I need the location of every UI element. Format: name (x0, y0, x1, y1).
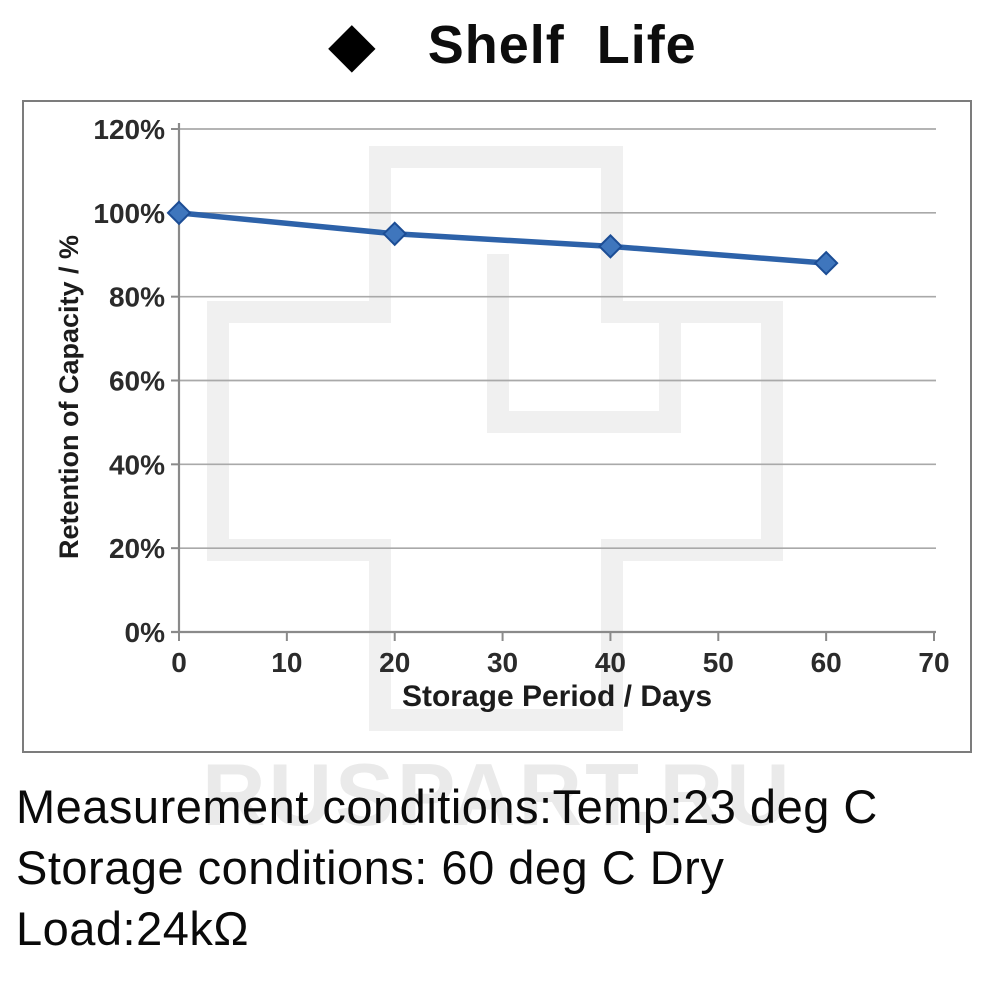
data-point-marker (598, 233, 623, 259)
y-tick-label: 100% (93, 198, 165, 229)
y-tick-label: 60% (109, 366, 165, 397)
measurement-conditions: Measurement conditions:Temp:23 deg C Sto… (16, 776, 878, 959)
watermark-text: RUSPART.RU (202, 745, 793, 844)
x-axis-title: Storage Period / Days (401, 680, 713, 713)
y-tick-label: 0% (125, 617, 166, 648)
x-tick-label: 70 (918, 647, 949, 678)
data-point-marker (813, 250, 839, 276)
y-tick-label: 20% (109, 533, 165, 564)
x-tick-label: 10 (271, 647, 302, 678)
x-tick-label: 0 (171, 647, 187, 678)
condition-line: Measurement conditions:Temp:23 deg C (16, 780, 878, 833)
series-line (178, 210, 827, 266)
y-axis-title: Retention of Capacity / % (54, 234, 84, 560)
x-tick-label: 50 (703, 647, 734, 678)
condition-line: Storage conditions: 60 deg C Dry (16, 841, 725, 894)
y-tick-label: 120% (93, 114, 165, 145)
plot-area: 0% 20% 40% 60% 80% 100% 120% 0 10 20 30 40 50 60 70 (93, 114, 950, 731)
chart-title: ◆ Shelf Life (328, 14, 697, 76)
x-tick-label: 30 (487, 647, 518, 678)
x-tick-label: 40 (595, 647, 626, 678)
y-tick-label: 80% (109, 282, 165, 313)
y-tick-label: 40% (109, 449, 165, 480)
diamond-bullet-icon: ◆ (328, 10, 376, 79)
chart-title-text: Shelf Life (427, 15, 697, 75)
chart-panel: 0% 20% 40% 60% 80% 100% 120% 0 10 20 30 40 50 60 70 St… (22, 100, 972, 753)
data-point-marker (166, 200, 192, 226)
watermark-logo-icon (207, 146, 783, 731)
data-point-marker (382, 221, 408, 247)
x-tick-label: 20 (379, 647, 410, 678)
condition-line: Load:24kΩ (16, 902, 250, 955)
x-tick-label: 60 (811, 647, 842, 678)
